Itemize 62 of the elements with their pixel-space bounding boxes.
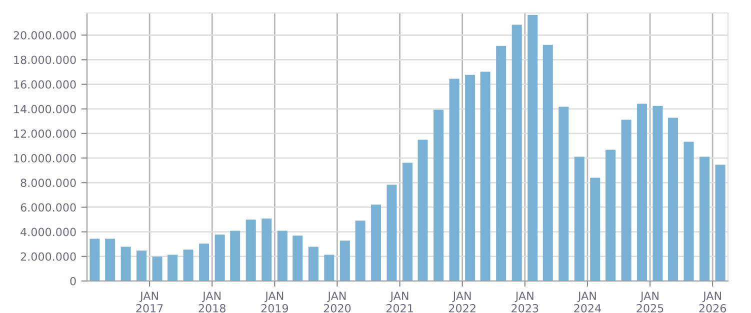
x-tick-label: JAN 2022 [449,292,476,312]
bar [277,230,288,281]
bar [90,238,100,281]
bar [636,104,647,281]
bar [528,14,538,281]
bar [168,254,178,281]
y-tick-label: 6.000.000 [20,203,76,212]
y-tick-label: 20.000.000 [14,31,76,40]
x-tick-label: JAN 2026 [699,292,726,312]
y-tick-label: 0 [70,276,76,286]
bar [606,150,616,281]
bar [480,72,490,281]
bar [542,44,553,281]
bar [324,254,334,281]
bar [512,24,522,281]
bar [449,78,460,281]
x-tick-label: JAN 2023 [512,292,538,312]
bar [214,234,225,281]
y-tick-label: 10.000.000 [14,154,76,162]
bar [386,184,397,281]
bar [136,250,147,281]
bar [574,156,584,281]
x-tick-label: JAN 2024 [574,292,601,312]
bar [465,74,476,281]
bar [418,140,428,281]
bar [715,164,726,281]
bar [246,220,256,281]
bar [496,46,506,281]
bar [590,178,600,281]
bar [402,162,413,281]
bar [558,106,569,281]
bar [262,218,272,281]
bar [199,244,210,281]
bar [371,204,382,281]
y-tick-label: 12.000.000 [14,129,76,138]
y-tick-label: 4.000.000 [20,228,76,236]
bar [621,120,632,281]
bar [183,250,194,281]
bar [105,238,116,281]
bar [152,256,162,281]
bar [652,106,663,281]
x-tick-label: JAN 2025 [636,292,664,312]
x-tick-label: JAN 2018 [198,292,226,312]
y-tick-label: 2.000.000 [20,252,76,261]
bar [292,236,303,281]
bar [668,118,678,281]
bar [434,110,444,281]
x-tick-label: JAN 2019 [261,292,288,312]
y-tick-label: 14.000.000 [14,104,76,114]
bar [230,230,240,281]
y-tick-label: 18.000.000 [14,56,76,64]
x-tick-label: JAN 2020 [324,292,351,312]
y-tick-label: 16.000.000 [14,80,76,89]
y-tick-label: 8.000.000 [20,178,76,188]
bar [355,220,366,281]
x-tick-label: JAN 2021 [386,292,413,312]
x-tick-label: JAN 2017 [136,292,163,312]
bar [700,156,710,281]
bar [308,246,318,281]
bar [340,240,350,281]
bar [120,246,131,281]
bar [684,142,694,281]
